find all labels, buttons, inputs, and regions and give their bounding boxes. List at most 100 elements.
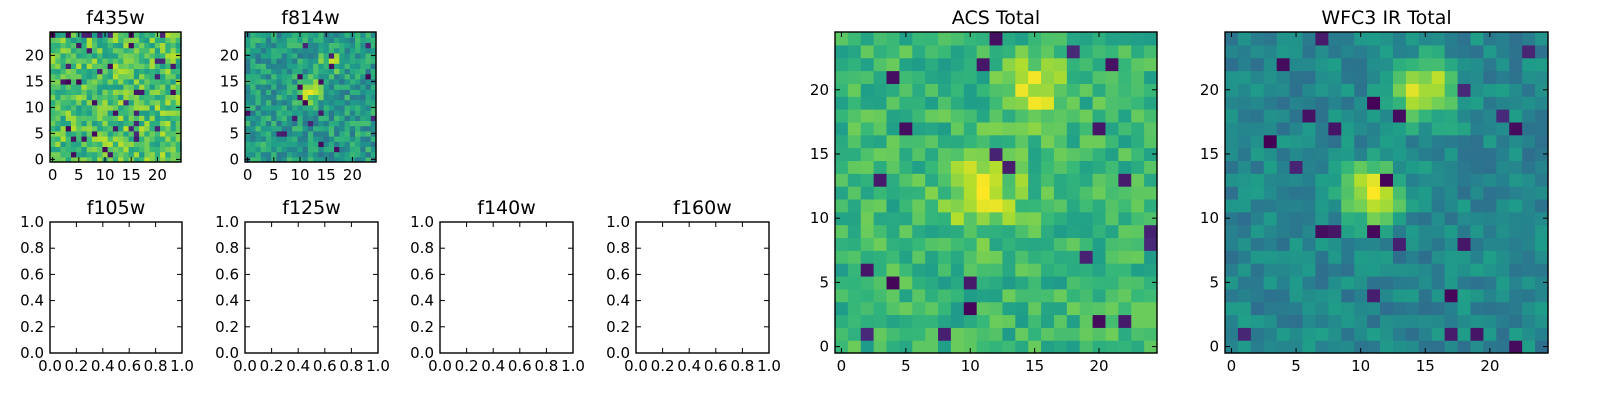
heatmap-cell bbox=[1444, 83, 1459, 97]
heatmap-cell bbox=[1328, 237, 1342, 251]
heatmap-cell bbox=[55, 37, 62, 43]
heatmap-cell bbox=[370, 94, 377, 101]
heatmap-cell bbox=[133, 125, 140, 132]
heatmap-cell bbox=[1315, 314, 1329, 328]
heatmap-cell bbox=[91, 47, 98, 54]
heatmap-cell bbox=[255, 141, 262, 147]
heatmap-cell bbox=[292, 68, 298, 75]
heatmap-cell bbox=[1392, 96, 1407, 110]
heatmap-cell bbox=[255, 32, 262, 38]
heatmap-cell bbox=[86, 78, 93, 85]
heatmap-cell bbox=[86, 58, 93, 64]
heatmap-cell bbox=[344, 125, 351, 132]
heatmap-cell bbox=[149, 99, 156, 106]
heatmap-cell bbox=[260, 99, 267, 106]
heatmap-cell bbox=[886, 340, 900, 354]
heatmap-cell bbox=[1015, 70, 1029, 84]
heatmap-cell bbox=[1470, 211, 1484, 226]
heatmap-cell bbox=[1079, 121, 1094, 136]
heatmap-cell bbox=[1418, 70, 1433, 84]
heatmap-cell bbox=[1066, 237, 1081, 251]
axes-frame bbox=[834, 31, 1158, 354]
heatmap-cell bbox=[260, 130, 267, 137]
heatmap-cell bbox=[97, 84, 103, 90]
heatmap-cell bbox=[55, 42, 62, 49]
heatmap-cell bbox=[76, 58, 83, 64]
heatmap-cell bbox=[165, 73, 172, 80]
x-tick-label: 0.8 bbox=[730, 357, 754, 375]
heatmap-cell bbox=[281, 156, 288, 163]
heatmap-cell bbox=[1276, 173, 1291, 187]
heatmap-cell bbox=[950, 32, 965, 46]
heatmap-cell bbox=[835, 198, 849, 213]
heatmap-cell bbox=[250, 146, 257, 153]
heatmap-cell bbox=[1341, 301, 1355, 316]
heatmap-cell bbox=[255, 78, 262, 85]
heatmap-cell bbox=[334, 136, 340, 142]
heatmap-cell bbox=[139, 130, 145, 137]
heatmap-cell bbox=[250, 130, 257, 137]
heatmap-cell bbox=[292, 141, 298, 147]
x-tick-label: 1.0 bbox=[170, 357, 194, 375]
heatmap-cell bbox=[334, 63, 340, 69]
heatmap-cell bbox=[1144, 83, 1158, 97]
heatmap-cell bbox=[1302, 275, 1317, 290]
heatmap-cell bbox=[1002, 160, 1016, 174]
heatmap-cell bbox=[355, 47, 361, 54]
heatmap-cell bbox=[1380, 314, 1394, 328]
heatmap-cell bbox=[128, 136, 135, 142]
heatmap-cell bbox=[1053, 263, 1068, 277]
heatmap-cell bbox=[938, 224, 952, 239]
heatmap-cell bbox=[139, 99, 145, 106]
heatmap-cell bbox=[1444, 250, 1459, 264]
heatmap-cell bbox=[1380, 173, 1394, 187]
heatmap-cell bbox=[313, 58, 319, 64]
heatmap-cell bbox=[1328, 44, 1342, 59]
heatmap-cell bbox=[835, 224, 849, 239]
heatmap-cell bbox=[349, 141, 356, 147]
heatmap-cell bbox=[1535, 327, 1549, 341]
heatmap-cell bbox=[1535, 275, 1549, 290]
heatmap-cell bbox=[1015, 57, 1029, 72]
heatmap-cell bbox=[1092, 224, 1107, 239]
heatmap-cell bbox=[1144, 173, 1158, 187]
heatmap-cell bbox=[323, 68, 330, 75]
heatmap-cell bbox=[154, 125, 161, 132]
heatmap-cell bbox=[1144, 186, 1158, 200]
heatmap-cell bbox=[86, 130, 93, 137]
heatmap-cell bbox=[118, 78, 124, 85]
heatmap-cell bbox=[1535, 211, 1549, 226]
heatmap-cell bbox=[102, 136, 109, 142]
heatmap-cell bbox=[886, 250, 900, 264]
heatmap-cell bbox=[334, 32, 340, 38]
heatmap-cell bbox=[139, 94, 145, 101]
heatmap-cell bbox=[107, 58, 114, 64]
heatmap-cell bbox=[365, 63, 372, 69]
heatmap-cell bbox=[1315, 96, 1329, 110]
heatmap-cell bbox=[989, 109, 1004, 123]
heatmap-cell bbox=[149, 47, 156, 54]
heatmap-cell bbox=[265, 78, 272, 85]
heatmap-cell bbox=[91, 73, 98, 80]
heatmap-cell bbox=[1118, 173, 1132, 187]
heatmap-cell bbox=[1470, 70, 1484, 84]
heatmap-cell bbox=[1225, 57, 1239, 72]
heatmap-cell bbox=[1002, 121, 1016, 136]
heatmap-cell bbox=[97, 37, 103, 43]
heatmap-cell bbox=[1392, 224, 1407, 239]
heatmap-cell bbox=[165, 141, 172, 147]
heatmap-cell bbox=[1144, 198, 1158, 213]
heatmap-cell bbox=[1483, 288, 1497, 303]
x-tick-label: 5 bbox=[1291, 357, 1301, 375]
heatmap-cell bbox=[123, 125, 130, 132]
heatmap-cell bbox=[886, 288, 900, 303]
heatmap-cell bbox=[1092, 83, 1107, 97]
x-tick-label: 0 bbox=[243, 166, 253, 184]
heatmap-cell bbox=[1457, 83, 1472, 97]
heatmap-cell bbox=[1367, 340, 1381, 354]
heatmap-cell bbox=[1496, 250, 1510, 264]
heatmap-cell bbox=[139, 68, 145, 75]
heatmap-cell bbox=[1028, 288, 1042, 303]
heatmap-cell bbox=[989, 147, 1004, 161]
heatmap-cell bbox=[149, 89, 156, 95]
